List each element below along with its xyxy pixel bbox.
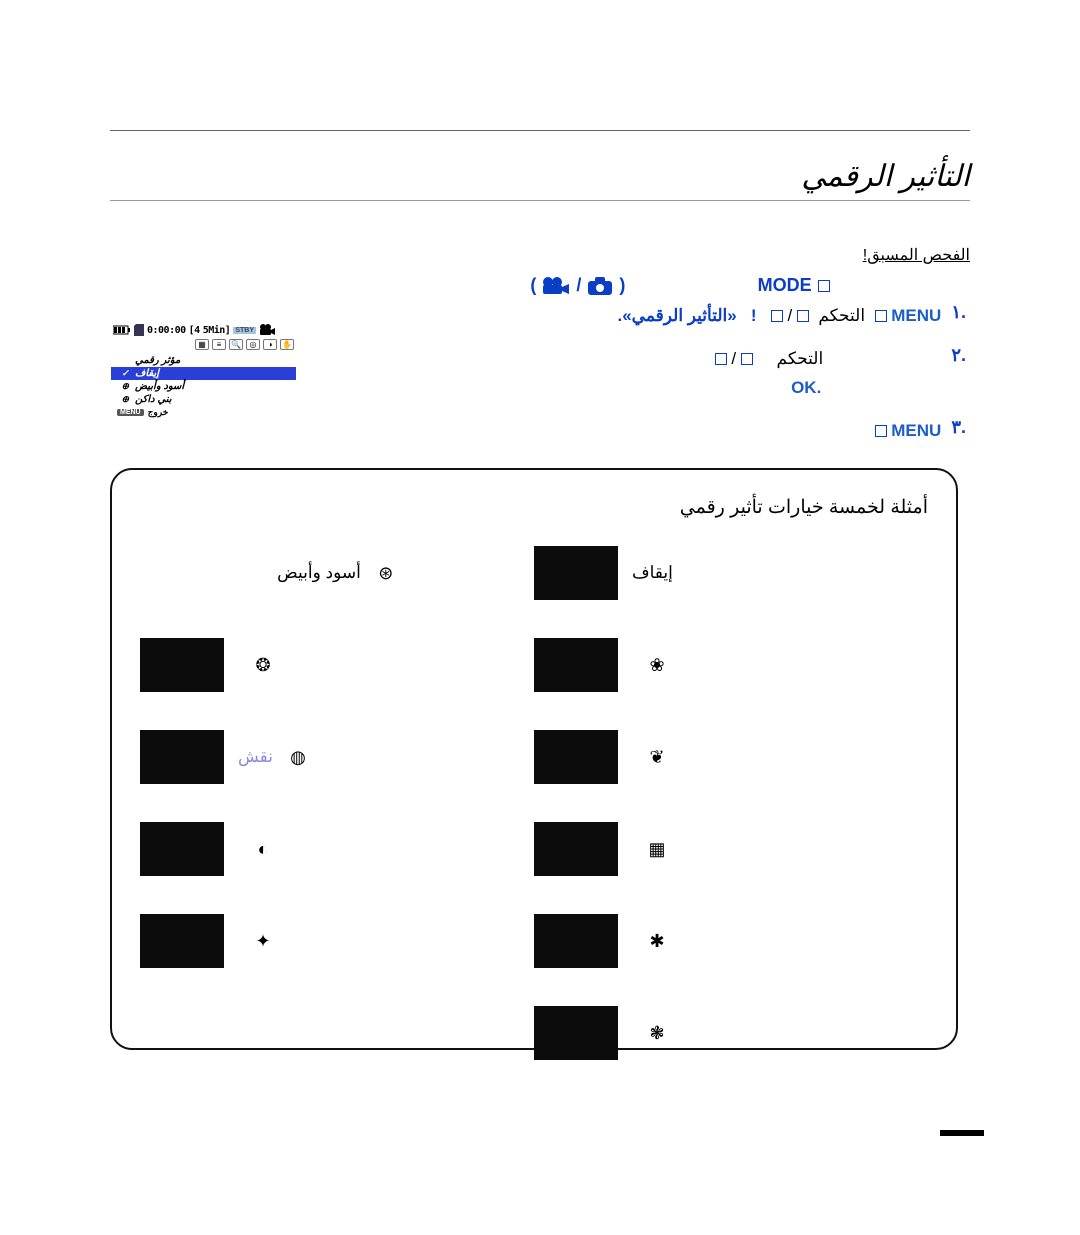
- step-1-bang: !: [751, 306, 757, 325]
- square-icon: [797, 310, 809, 322]
- step-3-num: .٣: [951, 417, 966, 438]
- effect-row: ⊛ أسود وأبيض: [140, 543, 534, 603]
- square-icon: [771, 310, 783, 322]
- step-1-effect: «التأثير الرقمي».: [617, 306, 736, 325]
- effect-row: ❂: [140, 635, 534, 695]
- effect-row: ❦: [534, 727, 928, 787]
- effect-row: ▦: [534, 819, 928, 879]
- mode-label: MODE: [758, 275, 812, 296]
- effect-icon: ◐: [252, 839, 274, 860]
- effect-row: ✦: [140, 911, 534, 971]
- effect-label: أسود وأبيض: [277, 563, 361, 583]
- effect-row: إيقاف: [534, 543, 928, 603]
- effect-thumb: [534, 638, 618, 692]
- camcorder-icon: [542, 277, 570, 295]
- tab-icon: 🔍: [229, 339, 243, 350]
- effect-thumb: [534, 914, 618, 968]
- square-icon: [875, 425, 887, 437]
- menu-item: مؤثر رقمي: [111, 354, 296, 367]
- menu-item: بني داكن ⊕: [111, 393, 296, 406]
- effect-row: ◍ نقش: [140, 727, 534, 787]
- effect-thumb: [140, 730, 224, 784]
- remain-open: [4: [189, 325, 200, 336]
- paren-open: (: [619, 275, 625, 296]
- effect-icon: ❃: [646, 1023, 668, 1044]
- square-icon: [875, 310, 887, 322]
- effect-thumb: [534, 730, 618, 784]
- effect-icon: ▦: [646, 839, 668, 860]
- effect-label: إيقاف: [632, 563, 673, 583]
- mode-line: MODE ( / ): [110, 275, 970, 296]
- paren-close: ): [530, 275, 536, 296]
- page-title: التأثير الرقمي: [110, 159, 970, 194]
- effect-thumb: [140, 822, 224, 876]
- tab-icon: ✋: [280, 339, 294, 350]
- effect-thumb: [534, 1006, 618, 1060]
- menu-item: أسود وأبيض ⊕: [111, 380, 296, 393]
- rec-time: 0:00:00: [147, 325, 186, 336]
- menu-item-label: مؤثر رقمي: [135, 355, 180, 366]
- step-2-ok: .OK: [791, 378, 821, 397]
- menu-item-label: بني داكن: [135, 394, 172, 405]
- title-rule: [110, 200, 970, 201]
- exit-label: خروج: [148, 407, 169, 418]
- step-3: .٣ MENU: [110, 417, 966, 446]
- effect-row: ❃: [534, 1003, 928, 1063]
- examples-title: أمثلة لخمسة خيارات تأثير رقمي: [140, 496, 928, 519]
- square-icon: [741, 353, 753, 365]
- step-2-num: .٢: [951, 345, 966, 366]
- square-icon: [715, 353, 727, 365]
- menu-list: مؤثر رقمي إيقاف ✓ أسود وأبيض ⊕ بني داكن …: [111, 354, 296, 406]
- precheck-label: الفحص المسبق!: [110, 245, 970, 265]
- step-1-num: .١: [951, 302, 966, 323]
- step-1-menu: MENU: [891, 306, 941, 325]
- tab-icon: ≡: [212, 339, 226, 350]
- camera-icon: [587, 276, 613, 296]
- effect-icon: ✦: [252, 931, 274, 952]
- camcorder-icon: [259, 324, 275, 336]
- tab-icon: ◑: [263, 339, 277, 350]
- camera-screenshot: 0:00:00 [45Min] STBY ✋ ◑ ◎ 🔍 ≡ ▦ مؤثر رق…: [111, 323, 296, 419]
- menu-item-selected: إيقاف ✓: [111, 367, 296, 380]
- effect-row: ❀: [534, 635, 928, 695]
- mode-slash: /: [576, 275, 581, 296]
- top-rule: [110, 130, 970, 131]
- effect-icon: ✱: [646, 931, 668, 952]
- card-icon: [134, 324, 144, 336]
- menu-item-icon: ⊕: [117, 381, 129, 392]
- effect-icon: ⊛: [375, 563, 397, 584]
- exit-menu-badge: MENU: [117, 409, 144, 416]
- effect-row: ◐: [140, 819, 534, 879]
- footer-marker: [940, 1130, 984, 1136]
- stby-badge: STBY: [233, 327, 256, 334]
- exit-row: خروج MENU: [111, 406, 296, 419]
- menu-item-label: أسود وأبيض: [135, 381, 184, 392]
- examples-panel: أمثلة لخمسة خيارات تأثير رقمي إيقاف ❀ ❦ …: [110, 468, 958, 1050]
- effect-icon: ❂: [252, 655, 274, 676]
- check-icon: ✓: [117, 368, 129, 379]
- battery-icon: [113, 325, 131, 335]
- effect-thumb: [534, 822, 618, 876]
- effect-row: ✱: [534, 911, 928, 971]
- step-1-control: التحكم: [818, 306, 865, 325]
- effect-thumb: [534, 546, 618, 600]
- screen-tabs: ✋ ◑ ◎ 🔍 ≡ ▦: [111, 337, 296, 354]
- effect-icon: ◍: [287, 747, 309, 768]
- effect-icon: ❦: [646, 747, 668, 768]
- screen-status-bar: 0:00:00 [45Min] STBY: [111, 323, 296, 337]
- effect-icon: ❀: [646, 655, 668, 676]
- remain-close: 5Min]: [203, 325, 231, 336]
- effect-thumb: [140, 914, 224, 968]
- step-2-control: التحكم: [777, 349, 824, 368]
- square-icon: [818, 280, 830, 292]
- menu-item-icon: ⊕: [117, 394, 129, 405]
- effect-thumb: [140, 638, 224, 692]
- menu-item-label: إيقاف: [135, 368, 159, 379]
- tab-icon: ◎: [246, 339, 260, 350]
- tab-icon: ▦: [195, 339, 209, 350]
- step-3-menu: MENU: [891, 421, 941, 440]
- examples-col-left: ⊛ أسود وأبيض ❂ ◍ نقش ◐ ✦: [140, 543, 534, 1063]
- effect-label: نقش: [238, 747, 273, 767]
- examples-col-right: إيقاف ❀ ❦ ▦ ✱: [534, 543, 928, 1063]
